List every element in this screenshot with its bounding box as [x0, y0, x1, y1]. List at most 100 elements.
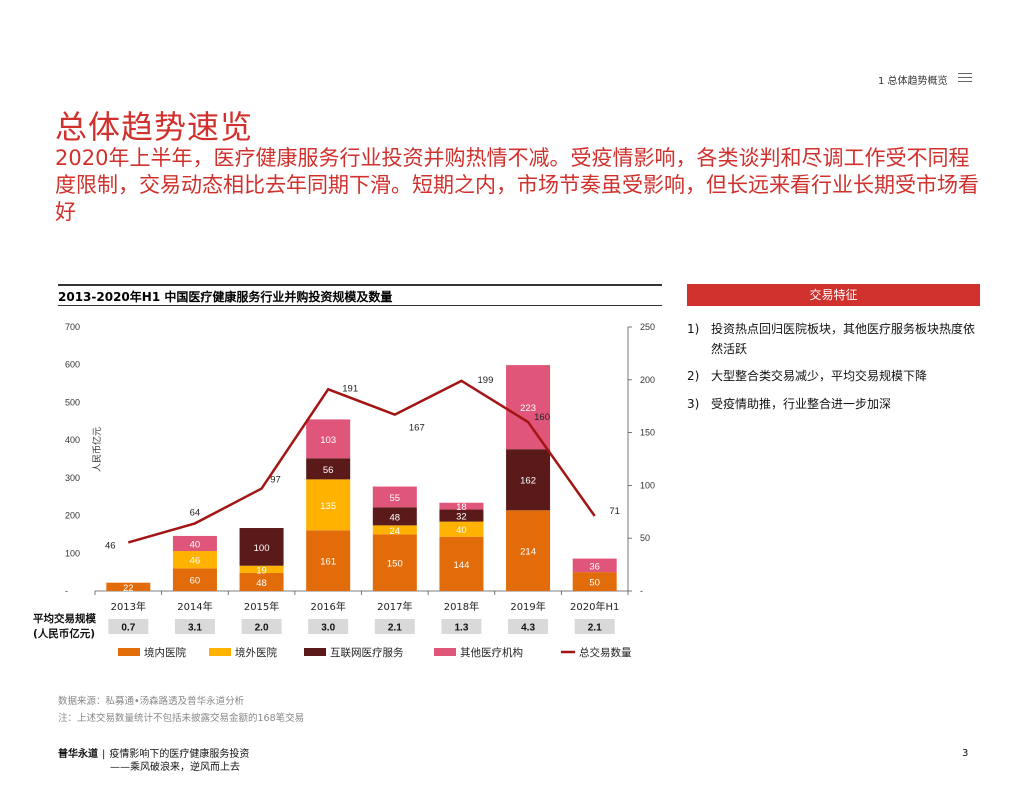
bar-value-label: 56: [323, 465, 334, 476]
bar-segment: [372, 486, 417, 508]
bar-value-label: 50: [589, 578, 600, 589]
panel-header: 交易特征: [687, 284, 980, 306]
x-tick-label: 2020年H1: [570, 600, 619, 613]
bar-value-label: 144: [454, 560, 470, 571]
footer: 普华永道 | 疫情影响下的医疗健康服务投资 ——乘风破浪来，逆风而上去: [58, 748, 249, 774]
bar-value-label: 32: [456, 512, 467, 523]
y-tick-label: 100: [65, 548, 80, 558]
avg-box: [241, 619, 282, 634]
legend-label: 互联网医疗服务: [330, 646, 404, 659]
legend-swatch: [434, 648, 456, 656]
line-value-label: 97: [270, 475, 281, 486]
feature-num: 2): [687, 369, 700, 383]
feature-item-1: 1) 投资热点回归医院板块，其他医疗服务板块热度依然活跃: [687, 319, 987, 359]
avg-box: [374, 619, 415, 634]
avg-value: 0.7: [121, 623, 135, 634]
footnote: 注：上述交易数量统计不包括未披露交易金额的168笔交易: [58, 713, 305, 724]
avg-value: 2.1: [388, 623, 402, 634]
bar-segment: [439, 521, 484, 537]
bar-segment: [572, 572, 617, 591]
avg-box: [308, 619, 349, 634]
bar-value-label: 19: [256, 565, 267, 576]
page-number: 3: [962, 748, 969, 759]
avg-value: 1.3: [454, 623, 468, 634]
y2-tick-label: 100: [640, 480, 655, 490]
y2-tick-label: -: [640, 586, 643, 596]
line-value-label: 160: [534, 412, 550, 423]
line-value-label: 46: [105, 540, 116, 551]
source-note: 数据来源：私募通•汤森路透及普华永道分析: [58, 696, 245, 707]
bar-segment: [439, 536, 484, 591]
y2-tick-label: 50: [640, 533, 650, 543]
bar-segment: [172, 535, 217, 552]
bar-value-label: 40: [456, 525, 467, 536]
page-subtitle: 2020年上半年，医疗健康服务行业投资并购热情不减。受疫情影响，各类谈判和尽调工…: [55, 146, 979, 224]
bar-segment: [239, 565, 284, 573]
bar-segment: [439, 502, 484, 510]
bar-value-label: 40: [190, 539, 201, 550]
y-tick-label: 200: [65, 511, 80, 521]
footer-separator: |: [102, 749, 106, 760]
bar-value-label: 223: [520, 403, 536, 414]
legend-swatch: [209, 648, 231, 656]
feature-item-3: 3) 受疫情助推，行业整合进一步加深: [687, 394, 987, 414]
line-value-label: 191: [342, 383, 358, 394]
x-tick-label: 2014年: [177, 600, 212, 613]
bar-segment: [506, 510, 551, 591]
bar-segment: [372, 507, 417, 526]
bar-value-label: 22: [123, 583, 134, 594]
bar-value-label: 103: [320, 435, 336, 446]
bar-value-label: 46: [190, 556, 201, 567]
avg-value: 2.0: [255, 623, 269, 634]
bar-value-label: 55: [390, 493, 401, 504]
x-tick-label: 2019年: [510, 600, 545, 613]
total-deals-line: [127, 379, 596, 544]
line-value-label: 71: [609, 506, 620, 517]
legend-swatch: [304, 648, 326, 656]
avg-value: 3.1: [188, 623, 202, 634]
legend-swatch: [118, 648, 140, 656]
bar-segment: [372, 525, 417, 535]
avg-value: 2.1: [588, 623, 602, 634]
line-value-label: 64: [190, 507, 201, 518]
legend-label: 总交易数量: [579, 646, 632, 659]
bar-segment: [306, 419, 351, 459]
avg-label: 平均交易规模: [33, 612, 96, 625]
avg-unit: (人民币亿元): [33, 627, 95, 640]
menu-icon[interactable]: [958, 70, 972, 85]
line-value-label: 199: [478, 375, 494, 386]
bar-segment: [239, 528, 284, 566]
bar-value-label: 161: [320, 557, 336, 568]
bar-segment: [239, 572, 284, 591]
y-tick-label: 500: [65, 397, 80, 407]
bar-value-label: 48: [390, 512, 401, 523]
bar-segment: [372, 534, 417, 591]
line-value-label: 167: [409, 423, 425, 434]
bar-segment: [306, 479, 351, 531]
section-label: 1 总体趋势概览: [878, 76, 948, 87]
bar-segment: [439, 509, 484, 522]
y2-tick-label: 250: [640, 322, 655, 332]
x-tick-label: 2017年: [377, 600, 412, 613]
y-axis-label: 人民币亿元: [91, 427, 103, 472]
bar-value-label: 135: [320, 501, 336, 512]
bar-value-label: 162: [520, 476, 536, 487]
feature-num: 1): [687, 322, 700, 336]
y-tick-label: 400: [65, 435, 80, 445]
feature-text: 大型整合类交易减少，平均交易规模下降: [711, 369, 928, 383]
legend-label: 其他医疗机构: [460, 646, 523, 659]
x-tick-label: 2016年: [310, 600, 345, 613]
bar-segment: [106, 582, 151, 591]
bar-value-label: 100: [254, 543, 270, 554]
y-tick-label: 700: [65, 322, 80, 332]
bar-segment: [306, 530, 351, 591]
bar-value-label: 24: [390, 526, 401, 537]
feature-num: 3): [687, 397, 700, 411]
bar-value-label: 36: [589, 561, 600, 572]
x-tick-label: 2018年: [444, 600, 479, 613]
bar-value-label: 18: [456, 502, 467, 513]
page-title: 总体趋势速览: [55, 108, 254, 146]
chart-top-rule: [58, 284, 662, 286]
y-tick-label: -: [65, 586, 68, 596]
